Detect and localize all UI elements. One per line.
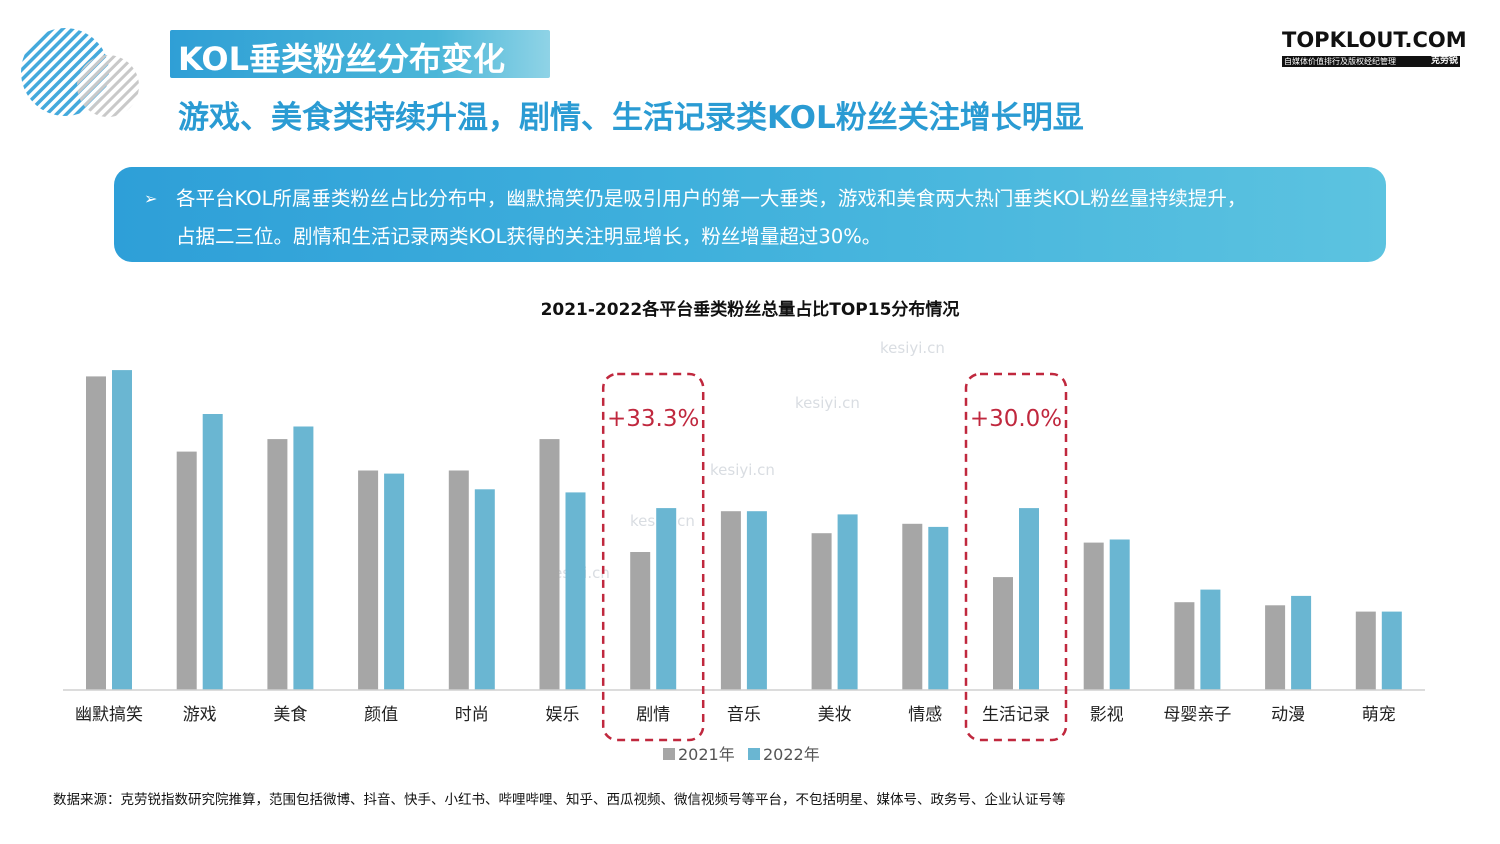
category-label: 萌宠	[1362, 705, 1396, 725]
bar-2021	[630, 552, 651, 690]
bar-2022	[202, 414, 223, 690]
bar-2021	[539, 439, 560, 690]
category-label: 剧情	[636, 705, 670, 725]
category-label: 娱乐	[546, 705, 580, 725]
bar-2021	[1265, 605, 1286, 690]
decorative-circles	[21, 28, 139, 117]
bar-2022	[293, 426, 314, 690]
bar-2021	[902, 523, 923, 690]
bar-2021	[358, 470, 379, 690]
page-title: KOL垂类粉丝分布变化	[178, 40, 505, 78]
category-label: 幽默搞笑	[75, 705, 143, 725]
category-label: 影视	[1090, 705, 1124, 725]
category-label: 美妆	[818, 705, 852, 725]
bar-2022	[112, 370, 132, 690]
category-label: 母婴亲子	[1163, 705, 1231, 725]
callout-line-1: 各平台KOL所属垂类粉丝占比分布中，幽默搞笑仍是吸引用户的第一大垂类，游戏和美食…	[176, 187, 1247, 210]
watermark-text: kesiyi.cn	[880, 339, 945, 357]
category-label: 游戏	[183, 705, 217, 725]
bar-2022	[656, 508, 677, 690]
bar-2022	[1109, 539, 1130, 690]
title-banner: KOL垂类粉丝分布变化	[170, 30, 550, 78]
bar-2022	[837, 514, 858, 690]
watermark-text: kesiyi.cn	[795, 394, 860, 412]
category-label: 美食	[273, 705, 307, 725]
category-label: 动漫	[1271, 705, 1305, 725]
legend-label: 2022年	[763, 745, 820, 764]
category-label: 音乐	[727, 705, 761, 725]
legend-swatch	[748, 748, 760, 760]
growth-annotation: +33.3%	[607, 406, 699, 432]
bar-chart: kesiyi.cnkesiyi.cnkesiyi.cnkesiyi.cnkesi…	[63, 339, 1425, 764]
data-source-note: 数据来源：克劳锐指数研究院推算，范围包括微博、抖音、快手、小红书、哔哩哔哩、知乎…	[53, 792, 1066, 808]
bar-2022	[1291, 595, 1312, 690]
legend-label: 2021年	[678, 745, 735, 764]
bar-2022	[474, 489, 495, 690]
bar-2022	[565, 492, 586, 690]
bar-2021	[267, 439, 288, 690]
bar-2022	[384, 473, 405, 690]
bar-2021	[720, 511, 741, 690]
logo-tagline-bar: 自媒体价值排行及版权经纪管理 克劳锐	[1282, 56, 1460, 67]
highlight-box	[601, 372, 705, 742]
page-subtitle: 游戏、美食类持续升温，剧情、生活记录类KOL粉丝关注增长明显	[178, 100, 1084, 136]
bar-2021	[1083, 542, 1104, 690]
bar-2022	[746, 511, 767, 690]
bar-2021	[86, 376, 106, 690]
bar-2021	[176, 451, 197, 690]
topklout-logo: TOPKLOUT.COM 自媒体价值排行及版权经纪管理 克劳锐	[1282, 28, 1467, 68]
logo-wordmark: TOPKLOUT.COM	[1282, 28, 1467, 52]
bar-2022	[1381, 611, 1402, 690]
watermark-text: kesiyi.cn	[710, 461, 775, 479]
legend-swatch	[663, 748, 675, 760]
summary-callout: ➢ 各平台KOL所属垂类粉丝占比分布中，幽默搞笑仍是吸引用户的第一大垂类，游戏和…	[114, 167, 1386, 262]
category-label: 时尚	[455, 705, 489, 725]
bullet-arrow-icon: ➢	[144, 189, 158, 208]
bar-2021	[993, 577, 1013, 690]
bar-2022	[1019, 508, 1039, 690]
highlight-box	[964, 372, 1068, 742]
bar-2021	[1355, 611, 1376, 690]
category-label: 情感	[908, 705, 942, 725]
bar-2021	[448, 470, 469, 690]
category-label: 颜值	[364, 705, 398, 725]
bar-2021	[1174, 602, 1195, 690]
growth-annotation: +30.0%	[970, 406, 1062, 432]
chart-title: 2021-2022各平台垂类粉丝总量占比TOP15分布情况	[540, 300, 960, 320]
logo-brand-cn: 克劳锐	[1430, 56, 1458, 66]
logo-tagline: 自媒体价值排行及版权经纪管理	[1284, 57, 1396, 66]
callout-line-2: 占据二三位。剧情和生活记录两类KOL获得的关注明显增长，粉丝增量超过30%。	[176, 225, 882, 248]
bar-2022	[928, 526, 949, 690]
bar-2022	[1200, 589, 1221, 690]
category-label: 生活记录	[982, 705, 1050, 725]
bar-2021	[811, 533, 832, 690]
